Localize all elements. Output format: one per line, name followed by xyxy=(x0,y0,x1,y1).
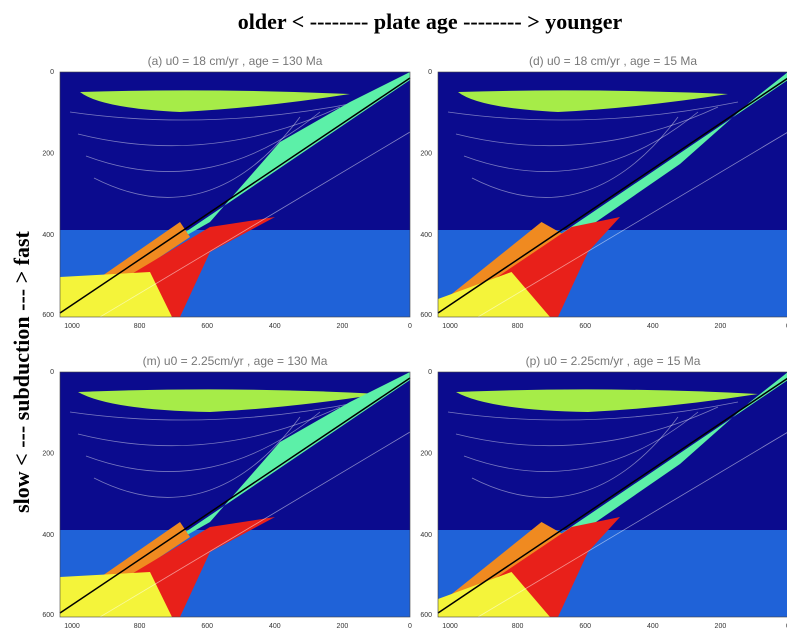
y-tick-label: 600 xyxy=(42,612,54,619)
side-label: slow < --- subduction --- > fast xyxy=(9,230,34,512)
slab-hydrated xyxy=(60,72,410,317)
x-tick-label: 800 xyxy=(512,623,524,630)
y-tick-label: 600 xyxy=(420,612,432,619)
panel-frame xyxy=(437,71,787,318)
panel: 0 200 400 600 1000 800 600 400 200 0 xyxy=(42,369,412,630)
y-tick-label: 200 xyxy=(420,151,432,158)
slab-hydrated xyxy=(60,372,410,617)
y-tick-label: 200 xyxy=(420,451,432,458)
slab-top xyxy=(59,77,411,314)
streamline xyxy=(455,106,719,147)
streamline xyxy=(69,401,361,421)
crust-lens xyxy=(78,389,380,412)
x-tick-label: 800 xyxy=(134,623,146,630)
x-tick-label: 200 xyxy=(337,323,349,330)
x-tick-label: 1000 xyxy=(442,623,458,630)
streamline xyxy=(447,401,739,421)
y-tick-label: 400 xyxy=(42,232,54,239)
slab-top xyxy=(437,77,787,314)
x-tick-label: 800 xyxy=(134,323,146,330)
slab-edge xyxy=(477,132,787,318)
yellow-zone xyxy=(438,272,550,317)
x-tick-label: 200 xyxy=(715,623,727,630)
streamline xyxy=(471,116,679,198)
streamline xyxy=(93,116,301,198)
panel-title: (d) u0 = 18 cm/yr , age = 15 Ma xyxy=(529,54,697,68)
y-tick-label: 600 xyxy=(420,312,432,319)
streamline xyxy=(85,111,321,172)
yellow-zone xyxy=(60,572,172,617)
slab-top xyxy=(437,377,787,614)
y-tick-label: 0 xyxy=(428,369,432,376)
slab-edge xyxy=(477,432,787,618)
streamline xyxy=(77,106,341,147)
slab-edge xyxy=(99,131,411,318)
y-tick-label: 400 xyxy=(42,532,54,539)
crust-lens xyxy=(80,90,350,112)
y-tick-label: 400 xyxy=(420,232,432,239)
streamline xyxy=(471,416,679,498)
streamline xyxy=(447,101,739,121)
streamline xyxy=(93,416,301,498)
y-tick-label: 0 xyxy=(50,369,54,376)
yellow-zone xyxy=(60,272,172,317)
x-tick-label: 600 xyxy=(579,623,591,630)
crust-lens xyxy=(456,389,758,412)
y-tick-label: 0 xyxy=(428,69,432,76)
x-tick-label: 0 xyxy=(408,323,412,330)
streamline xyxy=(85,411,321,472)
figure-title: older < -------- plate age -------- > yo… xyxy=(238,9,623,34)
panel-title: (a) u0 = 18 cm/yr , age = 130 Ma xyxy=(148,54,323,68)
x-tick-label: 200 xyxy=(715,323,727,330)
y-tick-label: 400 xyxy=(420,532,432,539)
x-tick-label: 600 xyxy=(201,323,213,330)
streamline xyxy=(463,111,699,172)
y-tick-label: 200 xyxy=(42,451,54,458)
streamline xyxy=(69,101,361,121)
crust-lens xyxy=(458,90,728,112)
slab-edge xyxy=(99,431,411,618)
panel-title: (p) u0 = 2.25cm/yr , age = 15 Ma xyxy=(526,354,701,368)
x-tick-label: 600 xyxy=(201,623,213,630)
x-tick-label: 1000 xyxy=(64,323,80,330)
x-tick-label: 400 xyxy=(647,623,659,630)
yellow-zone xyxy=(438,572,550,617)
x-tick-label: 400 xyxy=(269,623,281,630)
y-tick-label: 600 xyxy=(42,312,54,319)
streamline xyxy=(77,406,341,447)
panel-frame xyxy=(437,371,787,618)
x-tick-label: 800 xyxy=(512,323,524,330)
panel-title: (m) u0 = 2.25cm/yr , age = 130 Ma xyxy=(143,354,328,368)
y-tick-label: 0 xyxy=(50,69,54,76)
panel-frame xyxy=(59,71,411,318)
panel-frame xyxy=(59,371,411,618)
y-tick-label: 200 xyxy=(42,151,54,158)
x-tick-label: 600 xyxy=(579,323,591,330)
x-tick-label: 1000 xyxy=(64,623,80,630)
x-tick-label: 0 xyxy=(408,623,412,630)
slab-top xyxy=(59,377,411,614)
streamline xyxy=(463,411,699,472)
x-tick-label: 400 xyxy=(647,323,659,330)
x-tick-label: 400 xyxy=(269,323,281,330)
streamline xyxy=(455,406,719,447)
x-tick-label: 1000 xyxy=(442,323,458,330)
panel: 0 200 400 600 1000 800 600 400 200 0 xyxy=(42,69,412,330)
x-tick-label: 200 xyxy=(337,623,349,630)
